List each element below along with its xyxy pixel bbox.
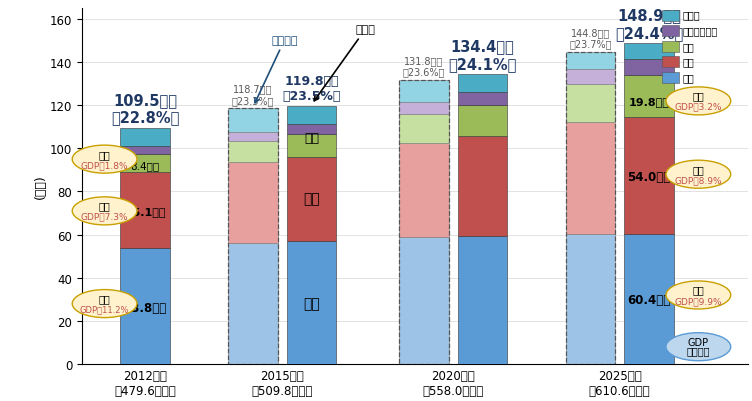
Bar — [287, 241, 336, 364]
Bar — [566, 85, 615, 123]
Text: 148.9兆円
（24.4%）: 148.9兆円 （24.4%） — [614, 8, 683, 41]
Bar — [566, 70, 615, 85]
Bar — [399, 144, 449, 237]
Bar — [663, 26, 678, 37]
Bar — [458, 137, 507, 236]
Bar — [120, 147, 170, 155]
Bar — [229, 109, 277, 132]
Bar — [566, 123, 615, 234]
Text: 134.4兆円
（24.1%）: 134.4兆円 （24.1%） — [448, 39, 517, 72]
Text: 60.4兆円: 60.4兆円 — [627, 293, 671, 306]
Text: 109.5兆円
（22.8%）: 109.5兆円 （22.8%） — [111, 93, 179, 125]
Text: 118.7兆円
（23.3%）: 118.7兆円 （23.3%） — [232, 84, 274, 105]
Text: 8.4兆円: 8.4兆円 — [131, 161, 159, 171]
Bar — [566, 234, 615, 364]
Text: GDP比11.2%: GDP比11.2% — [80, 305, 129, 314]
Text: GDP比7.3%: GDP比7.3% — [80, 212, 129, 221]
Text: 医療: 医療 — [693, 164, 704, 174]
Bar — [120, 155, 170, 173]
Bar — [566, 53, 615, 70]
Text: 医療: 医療 — [303, 191, 320, 205]
Bar — [287, 158, 336, 241]
Bar — [663, 42, 678, 53]
Text: 144.8兆円
（23.7%）: 144.8兆円 （23.7%） — [569, 28, 611, 49]
Text: GDP比8.9%: GDP比8.9% — [675, 176, 722, 184]
Bar — [287, 125, 336, 134]
Text: 医療: 医療 — [99, 201, 111, 211]
Bar — [663, 73, 678, 83]
Text: 131.8兆円
（23.6%）: 131.8兆円 （23.6%） — [403, 56, 445, 77]
Bar — [399, 115, 449, 144]
Text: 54.0兆円: 54.0兆円 — [627, 170, 671, 183]
Text: １．３倍: １．３倍 — [687, 345, 710, 355]
Text: 現状投影: 現状投影 — [255, 36, 298, 103]
Bar — [458, 75, 507, 93]
Bar — [399, 237, 449, 364]
Text: GDP比9.9%: GDP比9.9% — [675, 296, 722, 305]
Text: 医療: 医療 — [682, 57, 694, 67]
Ellipse shape — [72, 146, 137, 174]
Ellipse shape — [666, 161, 731, 189]
Bar — [120, 173, 170, 248]
Bar — [624, 75, 674, 118]
Bar — [458, 93, 507, 106]
Bar — [287, 106, 336, 125]
Text: 改革後: 改革後 — [314, 25, 375, 101]
Text: 介護: 介護 — [693, 91, 704, 101]
Text: GDP比3.2%: GDP比3.2% — [675, 103, 722, 111]
Ellipse shape — [72, 197, 137, 225]
Text: 年金: 年金 — [682, 73, 694, 83]
Ellipse shape — [72, 290, 137, 318]
Text: 介護: 介護 — [682, 42, 694, 52]
Bar — [663, 11, 678, 22]
Ellipse shape — [666, 88, 731, 115]
Bar — [229, 142, 277, 163]
Ellipse shape — [666, 333, 731, 361]
Text: 介護: 介護 — [99, 149, 111, 159]
Text: 年金: 年金 — [99, 294, 111, 304]
Bar — [229, 244, 277, 364]
Bar — [458, 106, 507, 137]
Text: 年金: 年金 — [303, 297, 320, 311]
Bar — [120, 129, 170, 147]
Text: 53.8兆円: 53.8兆円 — [123, 302, 167, 315]
Text: 19.8兆円: 19.8兆円 — [629, 97, 669, 107]
Text: 介護: 介護 — [304, 132, 319, 145]
Bar — [229, 132, 277, 142]
Y-axis label: (兆円): (兆円) — [35, 174, 47, 199]
Bar — [663, 57, 678, 68]
Text: GDP比1.8%: GDP比1.8% — [80, 161, 129, 170]
Text: 35.1兆円: 35.1兆円 — [125, 207, 165, 216]
Bar — [229, 163, 277, 244]
Bar — [458, 236, 507, 364]
Text: 119.8兆円
（23.5%）: 119.8兆円 （23.5%） — [282, 75, 341, 103]
Bar — [120, 248, 170, 364]
Bar — [624, 44, 674, 60]
Text: 年金: 年金 — [693, 285, 704, 295]
Bar — [287, 134, 336, 158]
Bar — [624, 234, 674, 364]
Bar — [399, 81, 449, 103]
Ellipse shape — [666, 281, 731, 309]
Bar — [624, 118, 674, 234]
Text: 子ども子育て: 子ども子育て — [682, 26, 717, 36]
Bar — [399, 103, 449, 115]
Text: その他: その他 — [682, 10, 700, 20]
Text: GDP: GDP — [688, 338, 709, 348]
Bar — [624, 60, 674, 75]
